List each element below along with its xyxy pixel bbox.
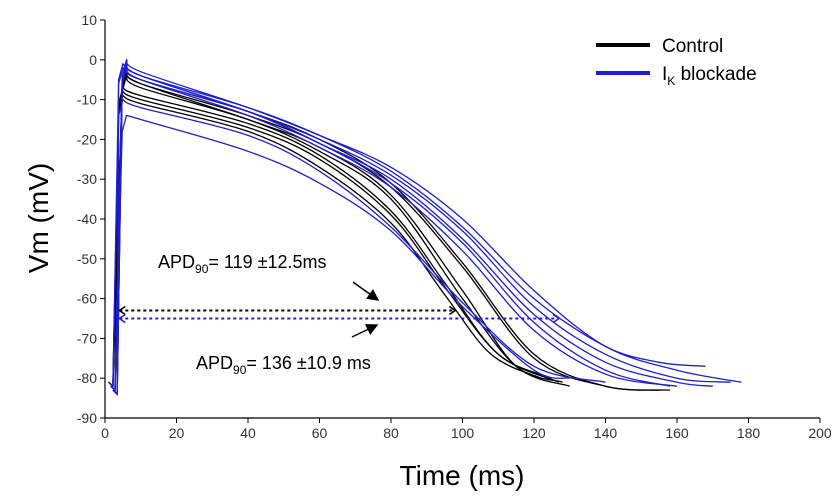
annotation-blockade-arrow: [351, 324, 379, 338]
axes: 0 20 40 60 80 100 120 140 160 180 200100-10-20-30-…: [77, 12, 832, 441]
x-tick-label: 120: [522, 425, 546, 441]
x-tick-label: 60: [312, 425, 328, 441]
apd-line-control-start-head: [117, 305, 126, 316]
blockade-trace: [112, 62, 713, 396]
x-tick-label: 140: [594, 425, 618, 441]
y-tick-label: 0: [89, 52, 97, 68]
annotation-control-arrow: [352, 281, 380, 301]
legend: Control IK blockade: [596, 36, 757, 88]
blockade-trace: [108, 98, 606, 388]
apd-markers: [117, 305, 561, 324]
control-trace: [110, 74, 563, 392]
y-tick-label: -20: [77, 131, 97, 147]
blockade-trace: [110, 62, 706, 392]
control-trace: [108, 70, 571, 388]
annotation-blockade-apd: APD90= 136 ±10.9 ms: [196, 353, 371, 377]
x-tick-label: 80: [383, 425, 399, 441]
y-tick-label: -60: [77, 291, 97, 307]
annotation-control-apd: APD90= 119 ±12.5ms: [158, 252, 327, 276]
legend-label-control: Control: [662, 36, 723, 57]
control-trace: [108, 86, 560, 388]
x-axis-title: Time (ms): [400, 460, 525, 491]
x-tick-label: 200: [808, 425, 832, 441]
blockade-trace: [110, 114, 570, 392]
x-tick-label: 100: [451, 425, 475, 441]
control-trace: [110, 90, 553, 392]
y-tick-label: -80: [77, 370, 97, 386]
legend-label-blockade: IK blockade: [662, 64, 757, 88]
x-tick-label: 40: [240, 425, 256, 441]
y-axis-title: Vm (mV): [23, 163, 54, 273]
blockade-trace: [110, 58, 742, 392]
y-tick-label: -30: [77, 171, 97, 187]
apd-line-control-end-head: [448, 305, 457, 316]
blockade-trace: [112, 62, 731, 396]
y-tick-label: -50: [77, 251, 97, 267]
y-tick-label: -10: [77, 92, 97, 108]
y-tick-label: -40: [77, 211, 97, 227]
y-tick-label: -70: [77, 330, 97, 346]
y-tick-label: -90: [77, 410, 97, 426]
x-tick-label: 180: [737, 425, 761, 441]
apd-line-blockade-end-head: [552, 313, 561, 324]
x-tick-label: 160: [665, 425, 689, 441]
control-trace: [112, 94, 542, 396]
traces: [108, 58, 742, 396]
apd-line-blockade-start-head: [117, 313, 126, 324]
x-tick-label: 0: [101, 425, 109, 441]
y-tick-label: 10: [81, 12, 97, 28]
blockade-trace: [112, 66, 678, 396]
x-tick-label: 20: [169, 425, 185, 441]
